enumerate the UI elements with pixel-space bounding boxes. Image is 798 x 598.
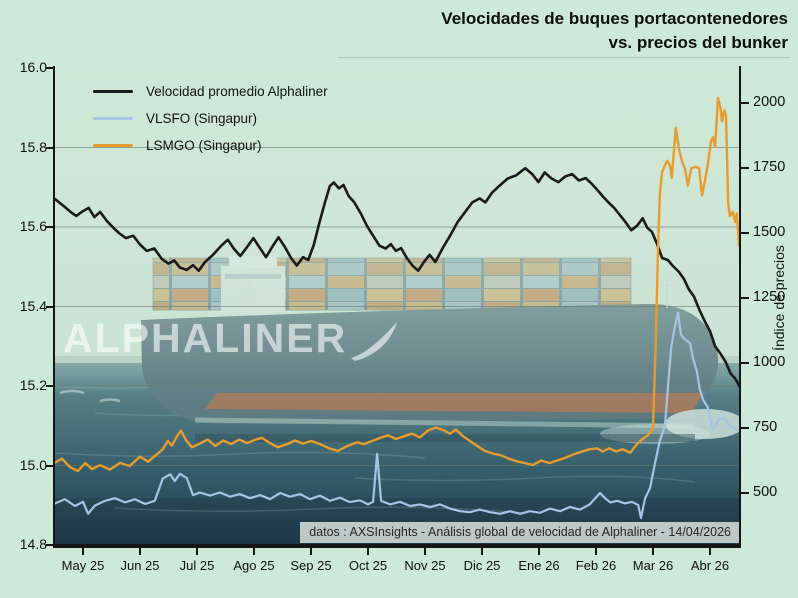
- x-tick-mark: [252, 547, 256, 555]
- legend-item-label: LSMGO (Singapur): [146, 138, 262, 153]
- title-divider: [338, 57, 790, 58]
- x-tick-mark: [708, 547, 712, 555]
- y-right-tick-mark: [741, 232, 749, 235]
- chart-title-line2: vs. precios del bunker: [608, 32, 788, 52]
- y-left-tick-label: 16.0: [19, 59, 47, 75]
- y-left-tick-mark: [46, 67, 54, 70]
- x-tick-mark: [81, 547, 85, 555]
- x-tick-label: Jul 25: [179, 558, 215, 573]
- series-line-3: [55, 96, 740, 473]
- y-right-tick-label: 1500: [753, 224, 786, 241]
- y-left-tick-label: 15.4: [19, 297, 47, 314]
- gridlines: [55, 147, 740, 466]
- x-tick-mark: [594, 547, 598, 555]
- y-right-tick-label: 2000: [753, 94, 786, 111]
- y-right-tick-label: 1000: [753, 354, 786, 371]
- x-tick-mark: [366, 547, 370, 555]
- bottom-axis-spine: [53, 544, 741, 548]
- y-right-tick-mark: [741, 102, 749, 105]
- legend-line-swatch: [93, 143, 133, 148]
- x-tick-mark: [480, 547, 484, 555]
- y-left-tick-mark: [46, 544, 54, 547]
- x-tick-label: Ago 25: [233, 558, 275, 573]
- x-tick-label: Feb 26: [575, 558, 617, 573]
- series-line-2: [55, 311, 740, 520]
- x-tick-mark: [195, 547, 199, 555]
- alphaliner-watermark: ALPHALINER: [63, 314, 401, 362]
- legend-line-swatch: [93, 89, 133, 94]
- x-tick-label: Ene 26: [518, 558, 560, 573]
- y-left-tick-mark: [46, 226, 54, 229]
- x-tick-label: Abr 26: [690, 558, 730, 573]
- x-tick-label: Mar 26: [632, 558, 674, 573]
- y-left-tick-label: 15.0: [19, 456, 47, 473]
- right-axis-title: Índice de precios: [771, 245, 787, 351]
- y-left-tick-mark: [46, 146, 54, 149]
- y-right-tick-mark: [741, 362, 749, 365]
- y-left-tick-label: 15.2: [19, 377, 47, 393]
- y-right-tick-label: 500: [753, 484, 778, 500]
- alphaliner-swoosh-icon: [351, 322, 398, 361]
- y-left-tick-mark: [46, 464, 54, 467]
- x-tick-label: May 25: [61, 558, 105, 573]
- x-tick-mark: [651, 547, 655, 555]
- legend-item: Velocidad promedio Alphaliner: [93, 78, 328, 105]
- legend-item-label: VLSFO (Singapur): [146, 111, 258, 126]
- chart-title-line1: Velocidades de buques portacontenedores: [441, 9, 788, 28]
- x-tick-mark: [537, 547, 541, 555]
- y-right-tick-mark: [741, 297, 749, 300]
- x-tick-mark: [138, 547, 142, 555]
- data-series-lines: [55, 96, 740, 520]
- y-left-tick-label: 15.6: [19, 218, 47, 234]
- x-tick-mark: [423, 547, 427, 555]
- y-left-tick-label: 14.8: [19, 536, 47, 552]
- legend-item: VLSFO (Singapur): [93, 105, 328, 132]
- x-tick-label: Jun 25: [120, 558, 160, 573]
- plot-area: ALPHALINER datos : AXSInsights - Análisi…: [55, 68, 740, 545]
- x-tick-label: Nov 25: [404, 558, 446, 573]
- y-right-tick-label: 750: [753, 419, 778, 436]
- source-caption: datos : AXSInsights - Análisis global de…: [300, 522, 740, 543]
- y-right-tick-mark: [741, 427, 749, 430]
- chart-title: Velocidades de buques portacontenedores …: [441, 7, 788, 55]
- x-tick-label: Sep 25: [290, 558, 332, 573]
- left-axis-spine: [53, 66, 55, 547]
- y-right-tick-label: 1750: [753, 159, 786, 176]
- x-tick-label: Dic 25: [463, 558, 501, 573]
- x-tick-mark: [309, 547, 313, 555]
- y-right-tick-mark: [741, 167, 749, 170]
- legend-line-swatch: [93, 116, 133, 121]
- x-tick-label: Oct 25: [348, 558, 388, 573]
- y-right-tick-label: 1250: [753, 289, 786, 306]
- series-line-1: [55, 166, 740, 390]
- y-right-tick-mark: [741, 492, 749, 495]
- legend: Velocidad promedio Alphaliner VLSFO (Sing…: [93, 78, 328, 159]
- y-left-tick-mark: [46, 385, 54, 388]
- legend-item-label: Velocidad promedio Alphaliner: [146, 84, 328, 99]
- legend-item: LSMGO (Singapur): [93, 132, 328, 159]
- y-left-tick-label: 15.8: [19, 138, 47, 155]
- right-axis-spine: [739, 66, 741, 547]
- y-left-tick-mark: [46, 305, 54, 308]
- alphaliner-watermark-text: ALPHALINER: [63, 314, 348, 361]
